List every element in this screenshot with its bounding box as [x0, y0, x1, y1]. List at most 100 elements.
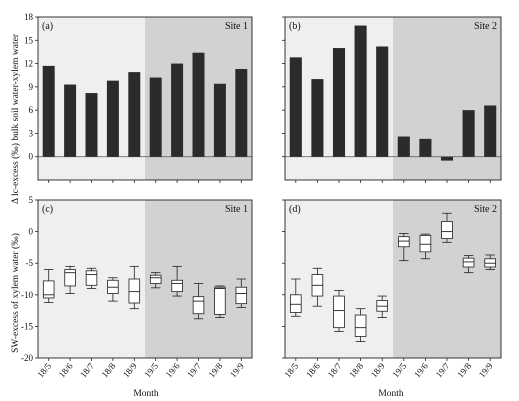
bar-18/7: [332, 48, 346, 157]
panel-frame: [284, 199, 502, 359]
bar-19/6: [171, 63, 184, 157]
bar-18/5: [289, 57, 302, 157]
box-body: [64, 269, 76, 287]
region-shaded: [145, 200, 252, 358]
x-tick-label-18/6: 18/6: [304, 360, 322, 379]
box-19/5: [149, 272, 162, 289]
x-tick-label-19/5: 19/5: [390, 360, 408, 379]
box-19/9: [484, 254, 496, 270]
box-18/8: [354, 308, 367, 342]
panel-d: 18/5 18/6 18/7 18/8 18/9 19/5 19/6 19/7 19/8 19/9…: [282, 199, 502, 380]
bar-19/8: [462, 110, 475, 157]
x-tick-label-19/9: 19/9: [228, 360, 246, 379]
box-19/6: [171, 265, 183, 297]
box-18/5: [289, 278, 302, 317]
bar-19/8: [213, 83, 226, 157]
panel-c: 18/5 18/6 18/7 18/8 18/9 19/5 19/6 19/7 19/8 19/9…: [21, 195, 253, 380]
x-tick-label-18/8: 18/8: [99, 360, 117, 379]
y-tick-label: -20: [21, 353, 33, 363]
x-axis-title-c: Month: [133, 389, 159, 399]
box-18/9: [128, 265, 141, 310]
x-tick-label-19/5: 19/5: [142, 360, 160, 379]
bar-18/5: [42, 65, 55, 157]
x-tick-label-19/8: 19/8: [455, 360, 473, 379]
site-label: Site 2: [474, 204, 497, 215]
x-tick-label-19/7: 19/7: [185, 360, 203, 379]
y-axis-title-bottom: SW-excess of xylem water (‰): [10, 233, 21, 353]
x-tick-label-19/6: 19/6: [412, 360, 430, 379]
panel-label: (a): [42, 21, 53, 32]
y-tick-label: 0: [29, 227, 34, 237]
box-19/8: [462, 255, 475, 274]
x-tick-label-19/9: 19/9: [477, 360, 495, 379]
y-tick-label: 0: [29, 152, 34, 162]
bar-19/9: [484, 105, 497, 157]
box-body: [462, 257, 475, 268]
y-tick-label: 6: [29, 105, 34, 115]
y-tick-label: -5: [26, 258, 34, 268]
box-body: [333, 295, 345, 329]
x-tick-label-18/6: 18/6: [57, 360, 75, 379]
y-tick-label: 5: [29, 195, 34, 205]
bar-18/8: [354, 25, 367, 157]
box-body: [85, 270, 98, 286]
bar-18/6: [64, 84, 77, 157]
box-body: [171, 279, 183, 293]
bar-18/9: [128, 72, 141, 157]
panel-a: 0 3 6 9 12 15 18 (a) Site 1: [24, 12, 253, 183]
y-axis-title-top: Δ lc-excess (‰) bulk soil water-xylem wa…: [10, 33, 21, 204]
x-axis-title-d: Month: [378, 389, 404, 399]
x-tick-label-19/6: 19/6: [164, 360, 182, 379]
box-body: [289, 294, 302, 313]
y-tick-label: 18: [24, 12, 34, 22]
x-tick-label-18/7: 18/7: [326, 360, 344, 379]
box-18/9: [376, 295, 388, 318]
bar-19/5: [149, 77, 162, 157]
y-tick-label: 9: [29, 82, 34, 92]
y-tick-label: -10: [21, 290, 33, 300]
box-body: [235, 286, 248, 305]
bar-19/7: [192, 52, 205, 157]
box-18/5: [42, 269, 55, 303]
panel-frame: [284, 16, 502, 181]
box-body: [354, 314, 367, 337]
box-body: [441, 221, 453, 239]
site-label: Site 1: [225, 21, 248, 32]
bar-18/8: [106, 80, 119, 157]
bar-18/7: [85, 93, 98, 157]
site-label: Site 1: [225, 204, 248, 215]
box-body: [397, 236, 410, 248]
bar-19/6: [419, 138, 432, 157]
x-tick-label-19/7: 19/7: [434, 360, 452, 379]
bar-18/6: [311, 79, 324, 157]
box-19/7: [192, 283, 205, 320]
panel-frame: [37, 199, 253, 359]
box-body: [419, 234, 432, 253]
y-tick-label: 3: [29, 128, 34, 138]
panel-label: (c): [42, 204, 53, 215]
x-tick-label-18/9: 18/9: [369, 360, 387, 379]
bar-19/5: [397, 136, 410, 157]
y-tick-label: 15: [24, 35, 34, 45]
box-body: [42, 280, 55, 299]
box-19/9: [235, 278, 248, 308]
y-tick-label: -15: [21, 321, 33, 331]
box-body: [149, 274, 162, 284]
box-18/8: [107, 277, 119, 302]
box-19/5: [397, 233, 410, 262]
bar-19/9: [235, 69, 248, 157]
box-18/7: [85, 267, 98, 289]
box-body: [128, 278, 141, 304]
box-18/7: [333, 289, 345, 332]
x-tick-label-18/5: 18/5: [35, 360, 53, 379]
panel-label: (d): [289, 204, 301, 215]
x-tick-label-18/8: 18/8: [347, 360, 365, 379]
x-tick-label-18/9: 18/9: [121, 360, 139, 379]
x-tick-label-18/7: 18/7: [78, 360, 96, 379]
region-light: [285, 200, 393, 358]
panel-frame: [37, 16, 253, 181]
box-18/6: [311, 267, 324, 307]
bar-19/7: [440, 156, 454, 161]
x-tick-label-19/8: 19/8: [206, 360, 224, 379]
